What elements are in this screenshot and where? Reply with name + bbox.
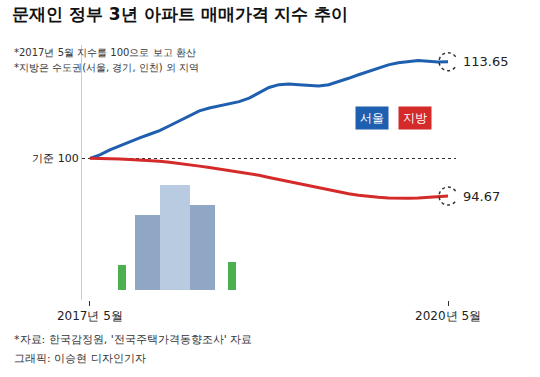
svg-text:그래픽: 이승현 디자인기자: 그래픽: 이승현 디자인기자 (14, 352, 146, 365)
svg-text:113.65: 113.65 (463, 54, 509, 69)
svg-text:*2017년 5월 지수를 100으로 보고 환산: *2017년 5월 지수를 100으로 보고 환산 (14, 47, 196, 58)
svg-text:2020년 5월: 2020년 5월 (415, 309, 481, 323)
svg-text:문재인 정부 3년 아파트 매매가격 지수 추이: 문재인 정부 3년 아파트 매매가격 지수 추이 (12, 4, 348, 24)
svg-text:2017년 5월: 2017년 5월 (57, 309, 123, 323)
svg-text:*지방은 수도권(서울, 경기, 인천) 외 지역: *지방은 수도권(서울, 경기, 인천) 외 지역 (14, 62, 199, 73)
svg-text:기준 100: 기준 100 (32, 152, 79, 165)
svg-text:*자료: 한국감정원, '전국주택가격동향조사' 자료: *자료: 한국감정원, '전국주택가격동향조사' 자료 (14, 333, 252, 346)
svg-text:지방: 지방 (403, 111, 427, 125)
svg-text:서울: 서울 (360, 111, 384, 125)
svg-text:94.67: 94.67 (463, 189, 500, 204)
